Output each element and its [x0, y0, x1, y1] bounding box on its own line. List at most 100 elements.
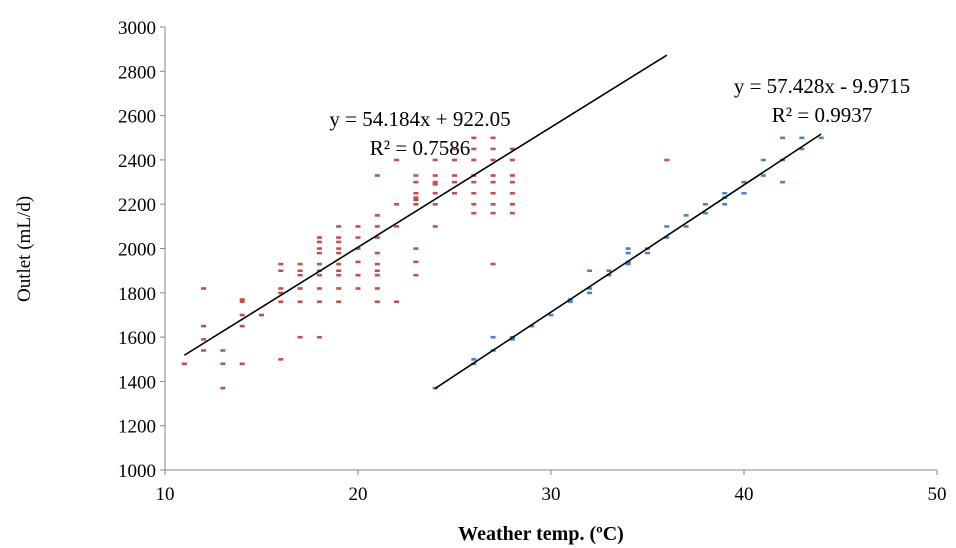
data-point [741, 180, 747, 184]
data-point [587, 287, 593, 290]
data-point [394, 203, 400, 206]
data-point [374, 269, 380, 273]
data-point [471, 180, 477, 184]
data-point [490, 211, 496, 215]
data-point [336, 300, 342, 304]
data-point [452, 147, 457, 151]
data-point [413, 198, 419, 202]
data-point [722, 203, 728, 206]
data-point [471, 358, 477, 361]
data-point [374, 287, 380, 290]
data-point [355, 225, 361, 228]
data-point [336, 236, 342, 239]
trendline-0-r2: R² = 0.7586 [370, 136, 470, 160]
data-point [374, 273, 380, 277]
data-point [664, 225, 670, 228]
data-point [297, 269, 303, 273]
data-point [316, 251, 322, 255]
data-point [413, 180, 419, 184]
data-point [239, 298, 245, 301]
data-point [374, 225, 380, 228]
data-point [548, 313, 554, 317]
data-point [355, 247, 361, 250]
x-tick-label: 10 [156, 484, 175, 505]
data-point [297, 335, 303, 339]
data-point [413, 273, 419, 277]
y-tick-label: 1600 [118, 328, 156, 349]
data-point [509, 203, 515, 206]
data-point [490, 203, 496, 206]
trendline-0-equation: y = 54.184x + 922.05 [329, 107, 510, 131]
data-point [394, 158, 400, 162]
data-point [432, 183, 438, 186]
data-point [490, 335, 496, 339]
data-point [432, 203, 438, 206]
data-point [471, 211, 477, 215]
data-point [316, 236, 322, 239]
data-point [336, 225, 342, 228]
data-point [452, 191, 457, 195]
data-point [355, 260, 361, 264]
data-point [316, 273, 322, 277]
x-tick-label: 20 [349, 484, 368, 505]
x-tick-label: 40 [735, 484, 754, 505]
data-point [336, 247, 342, 250]
data-point [490, 180, 496, 184]
y-tick-label: 2600 [118, 107, 156, 128]
data-point [664, 158, 670, 162]
data-point [394, 300, 400, 304]
data-point [316, 247, 322, 250]
y-tick-label: 2800 [118, 62, 156, 83]
data-point [645, 251, 650, 255]
data-point [355, 273, 361, 277]
data-point [490, 191, 496, 195]
data-point [278, 291, 284, 295]
data-point [316, 335, 322, 339]
y-tick-label: 1800 [118, 284, 156, 305]
data-point [316, 300, 322, 304]
data-point [509, 180, 515, 184]
data-point [702, 203, 708, 206]
data-point [509, 158, 515, 162]
data-point [471, 147, 477, 151]
data-point [432, 191, 438, 195]
data-point [432, 158, 438, 162]
data-point [201, 287, 207, 290]
data-point [567, 300, 573, 304]
trendline-1-r2: R² = 0.9937 [772, 103, 872, 127]
data-point [374, 174, 380, 177]
data-point [509, 191, 515, 195]
data-point [336, 240, 342, 244]
data-point [413, 260, 419, 264]
data-point [259, 313, 264, 317]
data-point [432, 225, 438, 228]
data-point [278, 358, 284, 361]
y-tick-label: 1200 [118, 417, 156, 438]
data-point [201, 349, 207, 352]
y-tick-label: 2400 [118, 151, 156, 172]
data-point [490, 174, 496, 177]
y-tick-label: 2200 [118, 195, 156, 216]
data-point [336, 251, 342, 255]
trendline [183, 54, 668, 356]
data-point [490, 147, 496, 151]
data-point [374, 251, 380, 255]
data-point [297, 300, 303, 304]
data-point [336, 262, 342, 266]
data-point [683, 225, 689, 228]
data-point [374, 236, 380, 239]
data-point [471, 191, 477, 195]
data-point [413, 174, 419, 177]
data-point [780, 136, 786, 140]
y-axis-label: Outlet (mL/d) [14, 196, 35, 302]
data-point [490, 158, 496, 162]
data-point [336, 287, 342, 290]
y-tick-label: 1000 [118, 461, 156, 482]
data-point [239, 313, 245, 317]
data-point [316, 240, 322, 244]
data-point [606, 269, 612, 273]
data-point [452, 180, 457, 184]
x-tick-label: 50 [928, 484, 947, 505]
data-point [413, 203, 419, 206]
data-point [413, 196, 419, 199]
